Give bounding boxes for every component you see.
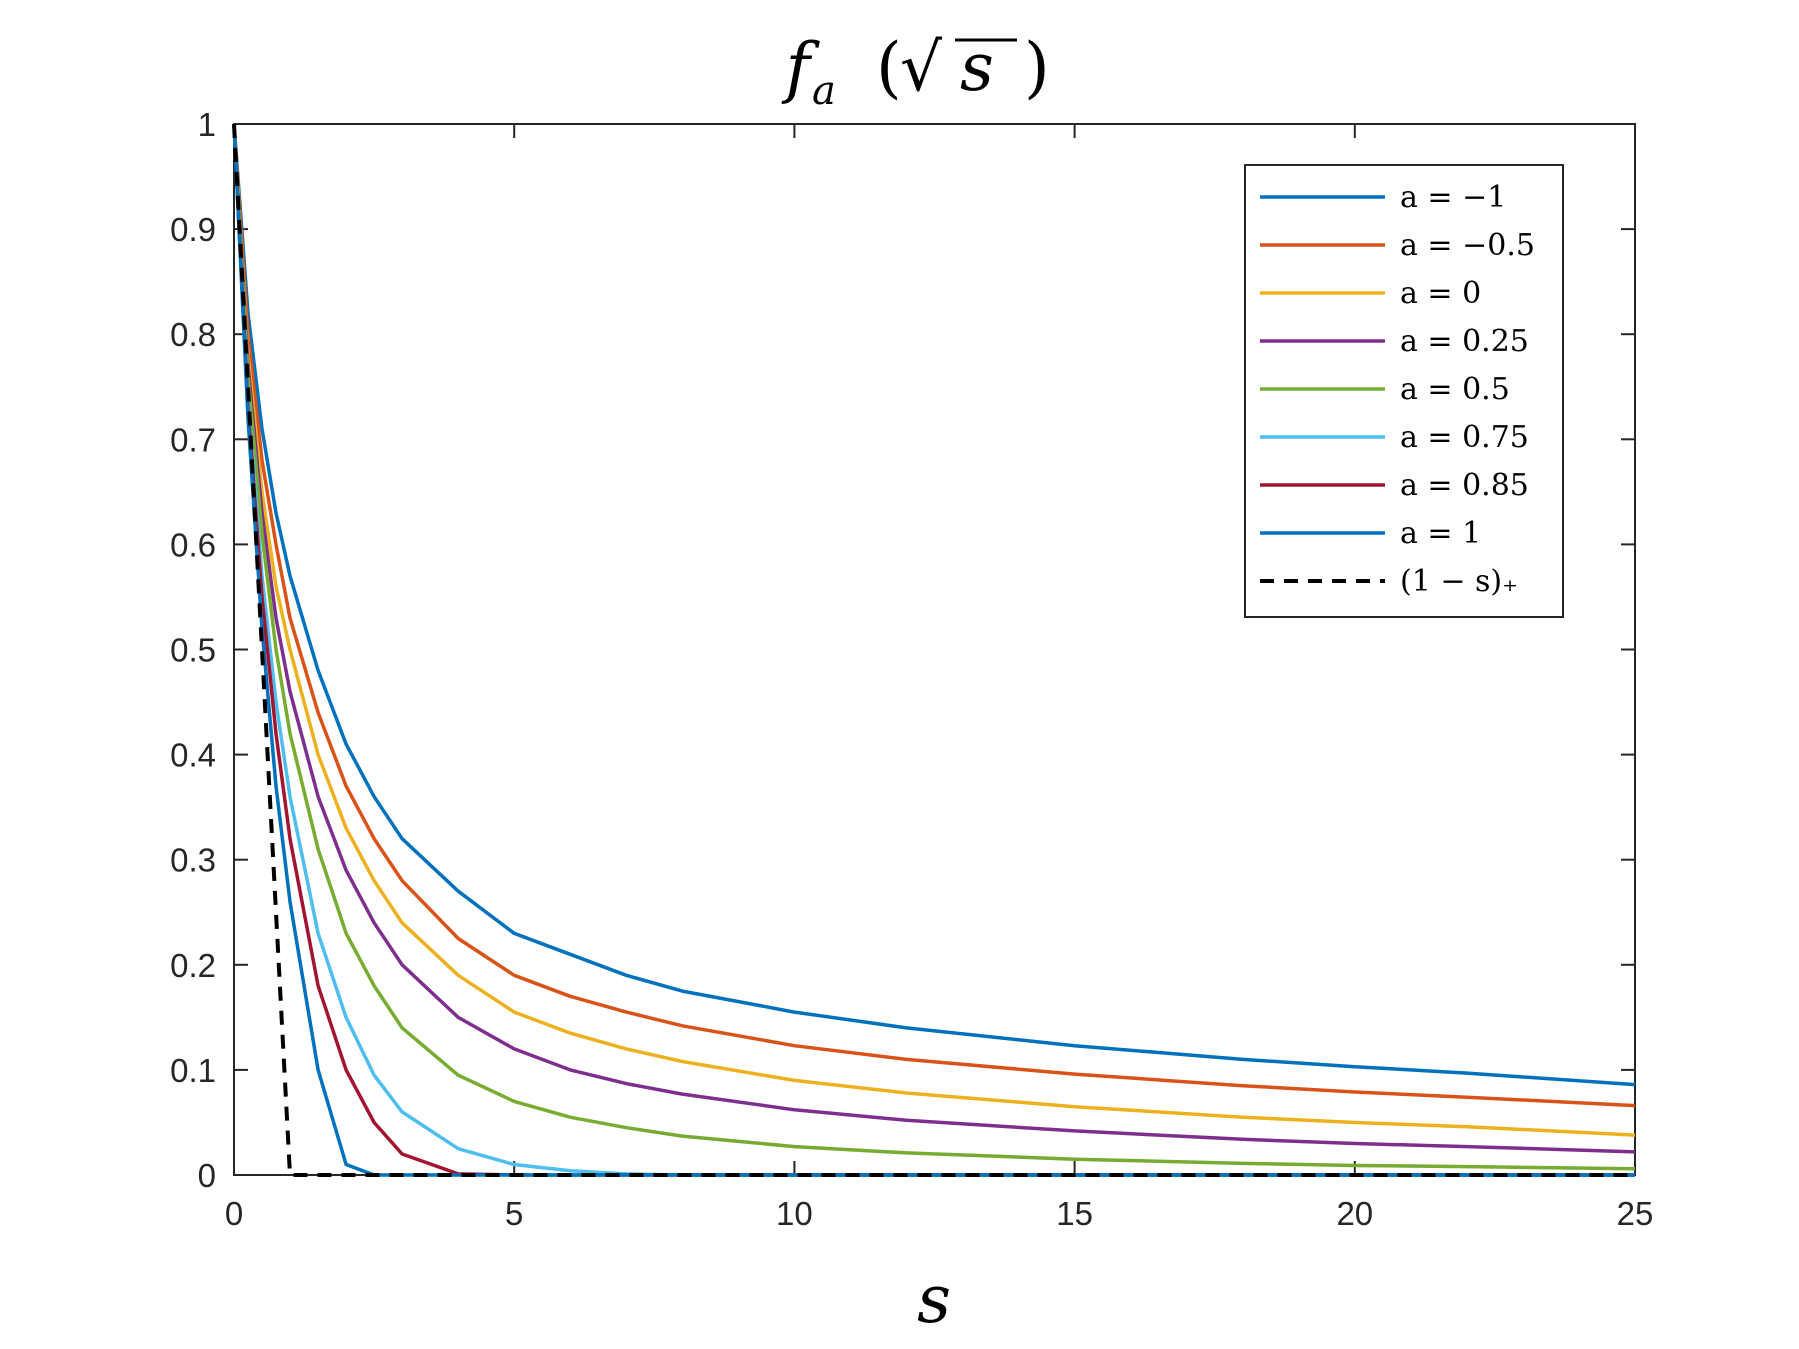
chart-title: f a ( √ s ) <box>781 29 1050 114</box>
series-line-8 <box>232 123 1635 1177</box>
legend-box <box>1244 164 1564 618</box>
y-tick-label: 0.5 <box>170 632 216 669</box>
legend-label: a = 0.75 <box>1400 420 1529 455</box>
series-line-2 <box>232 123 1636 1137</box>
x-tick-label: 25 <box>1617 1195 1654 1232</box>
series-line-3 <box>232 123 1636 1154</box>
tick-labels: 0 5 10 15 20 25 0 0.1 0.2 0.3 0.4 0.5 0.6 0.7 0.8 0.9 1 <box>170 106 1653 1232</box>
title-close-paren: ) <box>1024 29 1050 106</box>
y-tick-label: 0.1 <box>170 1052 216 1089</box>
x-tick-label: 15 <box>1056 1195 1093 1232</box>
y-tick-label: 0.6 <box>170 526 216 563</box>
y-tick-label: 0.4 <box>170 737 216 774</box>
legend-label: a = 0.85 <box>1400 468 1529 503</box>
y-tick-label: 0.8 <box>170 316 216 353</box>
y-tick-label: 0.3 <box>170 842 216 879</box>
series-line-0 <box>232 123 1636 1087</box>
legend: a = −1 a = −0.5 a = 0 a = 0.25 a = 0.5 a = 0.… <box>1244 164 1564 618</box>
x-axis-label: s <box>917 1261 951 1338</box>
x-tick-label: 5 <box>505 1195 523 1232</box>
y-tick-label: 0 <box>198 1157 216 1194</box>
legend-label: a = 0.25 <box>1400 324 1529 359</box>
series-line-4 <box>232 123 1636 1171</box>
y-tick-label: 0.9 <box>170 211 216 248</box>
legend-label: a = −1 <box>1400 180 1506 215</box>
x-tick-label: 20 <box>1336 1195 1373 1232</box>
y-tick-label: 0.2 <box>170 947 216 984</box>
x-tick-label: 10 <box>776 1195 813 1232</box>
title-subscript: a <box>812 68 836 114</box>
legend-label: a = 0 <box>1400 276 1481 311</box>
legend-label: a = 1 <box>1400 516 1481 551</box>
y-tick-label: 1 <box>198 106 216 143</box>
title-sqrt: √ <box>900 29 943 106</box>
plot-lines <box>232 123 1636 1177</box>
legend-label: a = 0.5 <box>1400 372 1510 407</box>
y-tick-label: 0.7 <box>170 421 216 458</box>
legend-label: (1 − s)₊ <box>1400 564 1518 599</box>
title-open-paren: ( <box>876 29 902 106</box>
title-arg: s <box>960 29 994 106</box>
x-tick-label: 0 <box>225 1195 243 1232</box>
series-line-1 <box>232 123 1636 1108</box>
legend-label: a = −0.5 <box>1400 228 1535 263</box>
